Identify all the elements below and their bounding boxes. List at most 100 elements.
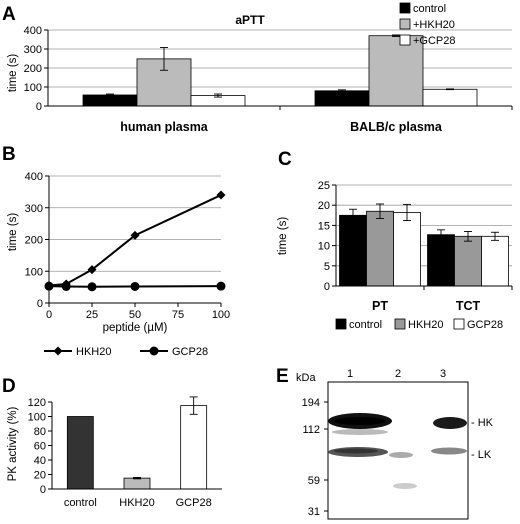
blot-marker-59: 59 [308, 475, 320, 487]
blot-marker-112: 112 [302, 424, 320, 436]
panel-c-ylabel: time (s) [277, 217, 289, 256]
c-category-label-0: PT [372, 299, 388, 313]
a-ytick-label-3: 300 [24, 44, 42, 56]
a-category-label-0: human plasma [120, 120, 209, 134]
a-legend-swatch-2 [399, 34, 411, 46]
panel-d: D PK activity (%) 0 20 40 60 80 100 120 contro… [2, 376, 222, 509]
d-ytick-label-2: 40 [34, 455, 46, 467]
a-bar-GCP28-1 [422, 88, 478, 107]
b-legend-marker-0 [53, 346, 63, 356]
b-point-GCP28-1 [61, 281, 71, 291]
blot-kda-label: kDa [296, 372, 316, 384]
a-legend-swatch-0 [399, 2, 411, 14]
b-point-GCP28-3 [130, 281, 140, 291]
a-ytick-label-1: 100 [24, 82, 42, 94]
c-legend-label-2: GCP28 [467, 319, 503, 331]
b-point-HKH20-2 [87, 265, 97, 275]
b-legend-label-0: HKH20 [76, 346, 111, 358]
b-legend-marker-1 [149, 346, 159, 356]
b-xtick-label-2: 50 [129, 309, 141, 321]
a-legend-label-0: control [413, 3, 446, 15]
a-ytick-label-2: 200 [24, 63, 42, 75]
b-xtick-label-1: 25 [86, 309, 98, 321]
a-ytick-label-0: 0 [36, 101, 42, 113]
b-point-HKH20-4 [216, 190, 226, 200]
c-legend-swatch-2 [453, 318, 465, 330]
b-ytick-label-1: 100 [25, 266, 43, 278]
panel-a-title: aPTT [235, 13, 265, 27]
b-ytick-label-3: 300 [25, 203, 43, 215]
a-legend-label-1: +HKH20 [413, 19, 455, 31]
d-ytick-label-5: 100 [28, 412, 46, 424]
c-legend-swatch-1 [394, 318, 406, 330]
panel-e: E kDa 1 2 3 194 112 59 31 - HK - LK [276, 366, 494, 520]
a-legend-label-2: +GCP28 [413, 35, 456, 47]
blot-image [328, 413, 467, 489]
c-bar-GCP28-0 [393, 212, 421, 287]
c-bar-GCP28-1 [481, 235, 509, 287]
panel-b-ylabel: time (s) [7, 213, 19, 252]
d-category-label-2: GCP28 [176, 497, 212, 509]
b-ytick-label-4: 400 [25, 171, 43, 183]
c-bar-control-0 [339, 214, 367, 287]
d-bar-GCP28 [180, 405, 208, 490]
b-xtick-label-4: 100 [212, 309, 230, 321]
c-ytick-label-3: 15 [318, 220, 330, 232]
panel-a: A aPTT time (s) 0 100 200 300 400 human plas… [2, 2, 513, 134]
a-legend-swatch-1 [399, 18, 411, 30]
a-bar-HKH20-1 [368, 35, 424, 107]
blot-marker-194: 194 [302, 397, 320, 409]
d-bar-HKH20 [123, 477, 151, 490]
b-xtick-label-0: 0 [46, 309, 52, 321]
d-category-label-0: control [64, 497, 97, 509]
b-xtick-label-3: 75 [172, 309, 184, 321]
c-ytick-label-5: 25 [318, 180, 330, 192]
blot-marker-31: 31 [308, 506, 320, 518]
c-bar-control-1 [427, 234, 455, 287]
blot-lane-3: 3 [440, 368, 446, 380]
a-ytick-label-4: 400 [24, 25, 42, 37]
d-bar-control [66, 416, 94, 490]
a-category-label-1: BALB/c plasma [350, 120, 443, 134]
panel-a-label: A [2, 4, 16, 25]
c-ytick-label-4: 20 [318, 200, 330, 212]
a-bar-control-1 [314, 90, 370, 107]
panel-a-ylabel: time (s) [7, 54, 19, 93]
c-bar-HKH20-1 [454, 235, 482, 287]
b-ytick-label-0: 0 [37, 298, 43, 310]
b-point-GCP28-4 [216, 281, 226, 291]
blot-lane-2: 2 [395, 368, 401, 380]
blot-band-lk: - LK [471, 449, 492, 461]
c-bar-HKH20-0 [366, 210, 394, 287]
d-ytick-label-4: 80 [34, 426, 46, 438]
c-legend-label-1: HKH20 [408, 319, 443, 331]
d-ytick-label-1: 20 [34, 470, 46, 482]
blot-lane-1: 1 [347, 368, 353, 380]
c-legend-label-0: control [349, 319, 382, 331]
panel-c: C time (s) 0 5 10 15 20 25 PT TCT control HKH20… [277, 149, 513, 331]
d-ytick-label-6: 120 [28, 397, 46, 409]
c-category-label-1: TCT [456, 299, 481, 313]
panel-b-label: B [2, 144, 16, 165]
a-bar-control-0 [82, 94, 138, 107]
d-category-label-1: HKH20 [119, 497, 154, 509]
panel-b-xlabel: peptide (µM) [103, 322, 168, 334]
d-ytick-label-0: 0 [40, 484, 46, 496]
c-ytick-label-1: 5 [324, 261, 330, 273]
c-ytick-label-2: 10 [318, 241, 330, 253]
panel-d-label: D [2, 376, 16, 397]
d-ytick-label-3: 60 [34, 441, 46, 453]
b-point-GCP28-2 [87, 282, 97, 292]
b-ytick-label-2: 200 [25, 235, 43, 247]
b-series-line-HKH20 [48, 194, 222, 287]
c-legend-swatch-0 [335, 318, 347, 330]
panel-c-label: C [278, 149, 292, 170]
b-legend-label-1: GCP28 [172, 346, 208, 358]
panel-e-label: E [276, 366, 289, 387]
c-ytick-label-0: 0 [324, 281, 330, 293]
blot-band-hk: - HK [471, 417, 494, 429]
panel-b: B time (s) peptide (µM) 0 100 200 300 400 0 25… [2, 144, 230, 358]
b-point-HKH20-3 [130, 230, 140, 240]
panel-d-ylabel: PK activity (%) [7, 406, 19, 481]
